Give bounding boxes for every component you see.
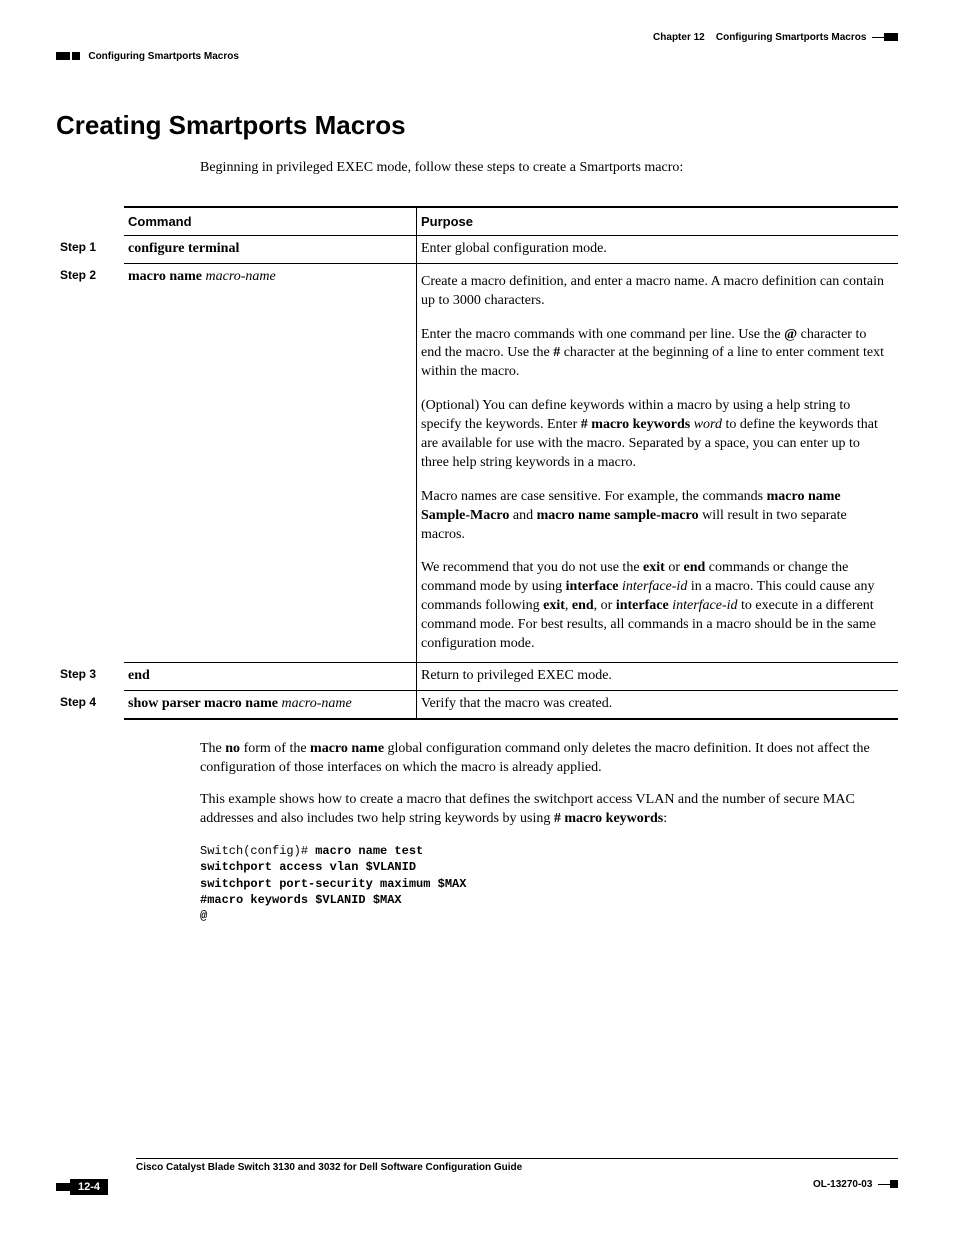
command-cell: macro name macro-name	[124, 263, 417, 662]
step-label: Step 4	[56, 690, 124, 718]
command-bold: show parser macro name	[128, 696, 278, 711]
table-head-blank	[56, 207, 124, 236]
code-block: Switch(config)# macro name test switchpo…	[200, 843, 898, 924]
intro-text: Beginning in privileged EXEC mode, follo…	[200, 159, 898, 178]
purpose-cell: Verify that the macro was created.	[417, 690, 899, 718]
page-footer: Cisco Catalyst Blade Switch 3130 and 303…	[56, 1158, 898, 1195]
purpose-para: (Optional) You can define keywords withi…	[421, 392, 890, 477]
table-row: Step 2 macro name macro-name Create a ma…	[56, 263, 898, 662]
purpose-para: We recommend that you do not use the exi…	[421, 554, 890, 657]
header-left: Configuring Smartports Macros	[56, 43, 898, 62]
table-row: Step 1 configure terminal Enter global c…	[56, 235, 898, 263]
table-row: Step 3 end Return to privileged EXEC mod…	[56, 662, 898, 690]
purpose-para: Macro names are case sensitive. For exam…	[421, 483, 890, 549]
page-title: Creating Smartports Macros	[56, 110, 898, 141]
footer-bottom-row: 12-4 OL-13270-03	[56, 1179, 898, 1195]
steps-table: Command Purpose Step 1 configure termina…	[56, 206, 898, 720]
footer-rule	[136, 1158, 898, 1159]
page-content: Creating Smartports Macros Beginning in …	[56, 110, 898, 924]
after-para-2: This example shows how to create a macro…	[200, 791, 898, 829]
command-text: configure terminal	[128, 241, 239, 256]
footer-bar-icon	[56, 1183, 70, 1191]
command-italic: macro-name	[206, 269, 276, 284]
footer-bar-icon	[890, 1180, 898, 1188]
command-text: end	[128, 668, 150, 683]
purpose-cell: Enter global configuration mode.	[417, 235, 899, 263]
purpose-para: Enter the macro commands with one comman…	[421, 321, 890, 387]
table-row: Step 4 show parser macro name macro-name…	[56, 690, 898, 718]
purpose-cell: Return to privileged EXEC mode.	[417, 662, 899, 690]
purpose-para: Create a macro definition, and enter a m…	[421, 268, 890, 315]
command-bold: macro name	[128, 269, 202, 284]
command-italic: macro-name	[281, 696, 351, 711]
table-head-purpose: Purpose	[417, 207, 899, 236]
step-label: Step 1	[56, 235, 124, 263]
step-label: Step 2	[56, 263, 124, 662]
after-para-1: The no form of the macro name global con…	[200, 740, 898, 778]
chapter-label: Chapter 12	[653, 32, 705, 43]
command-cell: show parser macro name macro-name	[124, 690, 417, 718]
purpose-cell: Create a macro definition, and enter a m…	[417, 263, 899, 662]
header-bar-icon	[884, 33, 898, 41]
table-head-command: Command	[124, 207, 417, 236]
page-number: 12-4	[70, 1179, 108, 1195]
chapter-title: Configuring Smartports Macros	[716, 32, 867, 43]
header-bar-icon	[56, 52, 70, 60]
step-label: Step 3	[56, 662, 124, 690]
doc-id: OL-13270-03	[813, 1179, 898, 1190]
page-header: Chapter 12 Configuring Smartports Macros…	[56, 32, 898, 62]
section-title: Configuring Smartports Macros	[88, 51, 239, 62]
command-cell: end	[124, 662, 417, 690]
command-cell: configure terminal	[124, 235, 417, 263]
footer-book-title: Cisco Catalyst Blade Switch 3130 and 303…	[136, 1162, 898, 1173]
header-bar-icon	[72, 52, 80, 60]
header-right: Chapter 12 Configuring Smartports Macros	[653, 32, 898, 43]
